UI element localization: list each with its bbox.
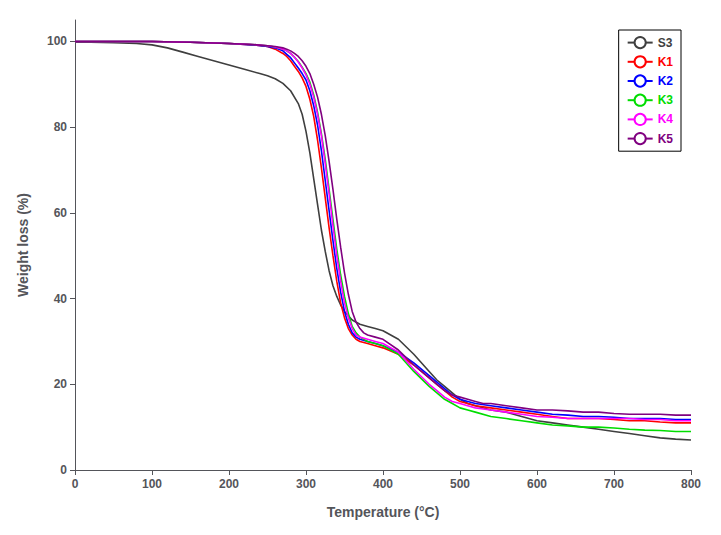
svg-text:0: 0 [60, 463, 67, 477]
svg-text:200: 200 [219, 477, 239, 491]
svg-text:K4: K4 [658, 112, 674, 126]
svg-text:K5: K5 [658, 132, 674, 146]
svg-text:700: 700 [604, 477, 624, 491]
svg-text:40: 40 [54, 292, 68, 306]
svg-text:K1: K1 [658, 55, 674, 69]
svg-text:20: 20 [54, 377, 68, 391]
svg-text:300: 300 [296, 477, 316, 491]
svg-text:80: 80 [54, 120, 68, 134]
svg-text:K3: K3 [658, 93, 674, 107]
svg-text:0: 0 [72, 477, 79, 491]
svg-text:800: 800 [681, 477, 701, 491]
svg-text:S3: S3 [658, 36, 673, 50]
svg-text:500: 500 [450, 477, 470, 491]
svg-text:100: 100 [142, 477, 162, 491]
svg-text:Temperature (°C): Temperature (°C) [327, 504, 440, 520]
svg-text:K2: K2 [658, 74, 674, 88]
svg-text:60: 60 [54, 206, 68, 220]
svg-text:Weight loss (%): Weight loss (%) [15, 193, 31, 297]
svg-text:400: 400 [373, 477, 393, 491]
svg-text:100: 100 [47, 34, 67, 48]
svg-text:600: 600 [527, 477, 547, 491]
